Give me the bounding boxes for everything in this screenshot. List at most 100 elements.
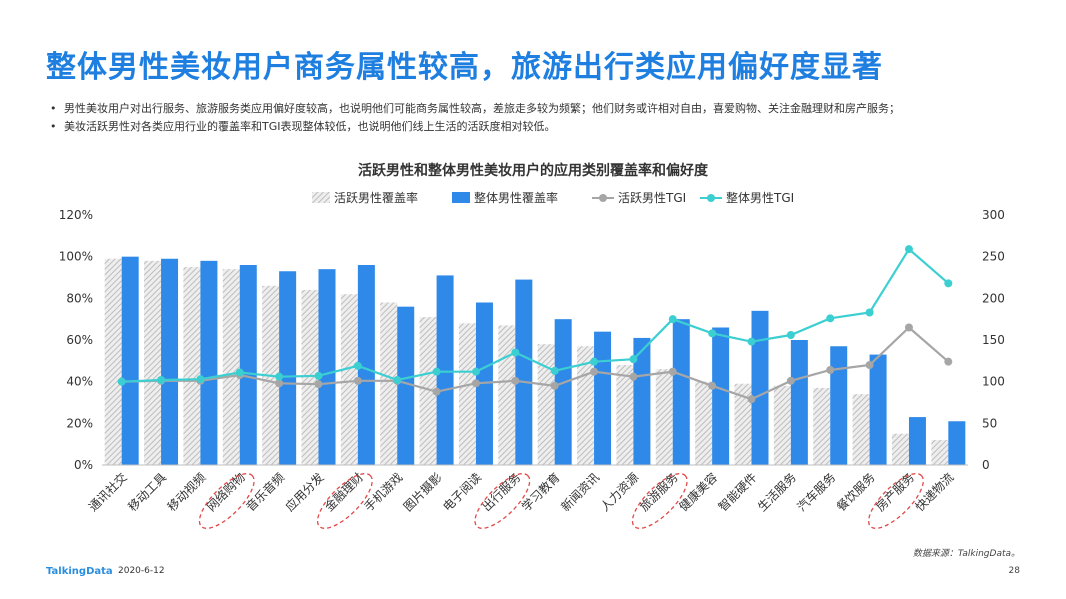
highlight-ellipse xyxy=(631,473,688,529)
bar-overall-coverage-9 xyxy=(436,275,454,465)
bar-overall-coverage-12 xyxy=(554,319,572,465)
bar-overall-coverage-14 xyxy=(633,337,651,465)
y-right-tick-label: 300 xyxy=(982,208,1005,222)
x-category-label: 手机游戏 xyxy=(361,470,405,514)
highlight-ellipse xyxy=(198,473,255,529)
line-active-tgi xyxy=(121,326,950,401)
x-category-label: 房产服务 xyxy=(873,470,918,515)
bar-overall-coverage-7 xyxy=(357,265,375,465)
line-overall-tgi xyxy=(121,247,950,383)
legend-marker xyxy=(599,194,607,202)
chart-title: 活跃男性和整体男性美妆用户的应用类别覆盖率和偏好度 xyxy=(358,163,708,179)
y-right-tick-label: 150 xyxy=(982,333,1005,347)
bar-overall-coverage-15 xyxy=(672,319,690,465)
point-overall-tgi-4 xyxy=(235,368,244,377)
x-category-label: 健康美容 xyxy=(676,470,721,515)
point-overall-tgi-16 xyxy=(708,329,717,338)
y-right-tick-label: 200 xyxy=(982,291,1005,305)
highlight-ellipse xyxy=(867,473,924,529)
point-overall-tgi-11 xyxy=(511,348,520,357)
point-active-tgi-13 xyxy=(590,367,599,376)
bar-active-coverage-7 xyxy=(340,294,358,465)
x-category-label: 出行服务 xyxy=(479,470,524,515)
y-left-tick-label: 80% xyxy=(66,291,93,305)
point-overall-tgi-3 xyxy=(196,375,205,384)
bar-overall-coverage-6 xyxy=(318,269,336,465)
y-right-tick-label: 250 xyxy=(982,250,1005,264)
bullet-text: 男性美妆用户对出行服务、旅游服务类应用偏好度较高，也说明他们可能商务属性较高，差… xyxy=(64,102,900,115)
bullet-marker: • xyxy=(50,120,57,133)
bar-overall-coverage-20 xyxy=(869,354,887,465)
point-active-tgi-19 xyxy=(826,366,835,374)
point-active-tgi-7 xyxy=(353,376,362,385)
point-overall-tgi-12 xyxy=(550,366,559,375)
bar-active-coverage-15 xyxy=(655,369,673,465)
point-overall-tgi-21 xyxy=(904,245,913,254)
y-left-tick-label: 0% xyxy=(74,458,93,472)
x-category-label: 智能硬件 xyxy=(715,470,760,515)
bullet-marker: • xyxy=(50,102,57,115)
x-category-label: 金融理财 xyxy=(321,470,366,515)
bar-active-coverage-4 xyxy=(222,269,240,465)
x-category-label: 汽车服务 xyxy=(794,470,839,515)
legend-marker xyxy=(707,194,715,202)
point-active-tgi-12 xyxy=(550,381,559,390)
x-category-label: 学习教育 xyxy=(518,470,563,515)
point-active-tgi-9 xyxy=(432,387,441,396)
bar-active-coverage-6 xyxy=(301,290,319,465)
legend-label: 整体男性覆盖率 xyxy=(474,190,558,205)
point-overall-tgi-6 xyxy=(314,371,323,380)
bar-overall-coverage-4 xyxy=(239,265,257,465)
point-overall-tgi-10 xyxy=(471,367,480,376)
bar-overall-coverage-19 xyxy=(830,346,848,465)
bar-active-coverage-16 xyxy=(695,381,713,465)
bar-active-coverage-1 xyxy=(104,258,122,465)
point-overall-tgi-5 xyxy=(275,372,284,381)
bar-active-coverage-22 xyxy=(931,440,949,465)
bar-active-coverage-9 xyxy=(419,317,437,465)
bar-active-coverage-14 xyxy=(616,365,634,465)
bar-active-coverage-2 xyxy=(144,260,162,465)
point-overall-tgi-8 xyxy=(393,376,402,384)
y-left-tick-label: 60% xyxy=(66,333,93,347)
talkingdata-logo: TalkingData xyxy=(46,566,113,577)
y-right-tick-label: 50 xyxy=(982,416,997,430)
bar-overall-coverage-21 xyxy=(908,417,926,465)
bar-active-coverage-3 xyxy=(183,267,201,465)
x-category-label: 音乐音频 xyxy=(243,470,288,515)
y-left-tick-label: 40% xyxy=(66,375,93,389)
page-title: 整体男性美妆用户商务属性较高，旅游出行类应用偏好度显著 xyxy=(46,50,883,85)
x-category-label: 餐饮服务 xyxy=(833,470,878,515)
y-left-tick-label: 120% xyxy=(59,208,93,222)
bar-overall-coverage-5 xyxy=(279,271,297,465)
data-source-note: 数据来源：TalkingData。 xyxy=(912,549,1020,559)
bar-overall-coverage-22 xyxy=(948,421,966,465)
bar-active-coverage-17 xyxy=(734,383,752,465)
bullet-text: 美妆活跃男性对各类应用行业的覆盖率和TGI表现整体较低，也说明他们线上生活的活跃… xyxy=(64,120,556,133)
x-category-label: 电子阅读 xyxy=(440,470,484,514)
point-overall-tgi-14 xyxy=(629,355,638,364)
report-date: 2020-6-12 xyxy=(118,566,165,576)
x-category-label: 人力资源 xyxy=(598,470,642,514)
point-active-tgi-5 xyxy=(275,379,284,388)
y-right-tick-label: 0 xyxy=(982,458,990,472)
bar-overall-coverage-8 xyxy=(397,306,415,465)
point-active-tgi-14 xyxy=(629,372,638,381)
x-category-label: 移动工具 xyxy=(125,470,169,514)
bar-active-coverage-10 xyxy=(458,323,476,465)
bar-active-coverage-11 xyxy=(498,325,516,465)
x-category-label: 移动视频 xyxy=(164,470,209,515)
point-active-tgi-11 xyxy=(511,376,520,385)
point-overall-tgi-15 xyxy=(668,315,677,324)
point-overall-tgi-7 xyxy=(353,361,362,370)
bar-overall-coverage-13 xyxy=(594,331,612,465)
legend-label: 活跃男性TGI xyxy=(618,191,686,205)
bar-active-coverage-12 xyxy=(537,344,555,465)
point-overall-tgi-17 xyxy=(747,337,756,346)
bar-overall-coverage-11 xyxy=(515,279,533,465)
bar-active-coverage-20 xyxy=(852,394,870,465)
bar-overall-coverage-2 xyxy=(161,258,179,465)
x-category-label: 新闻资讯 xyxy=(558,470,603,515)
y-right-tick-label: 100 xyxy=(982,375,1005,389)
